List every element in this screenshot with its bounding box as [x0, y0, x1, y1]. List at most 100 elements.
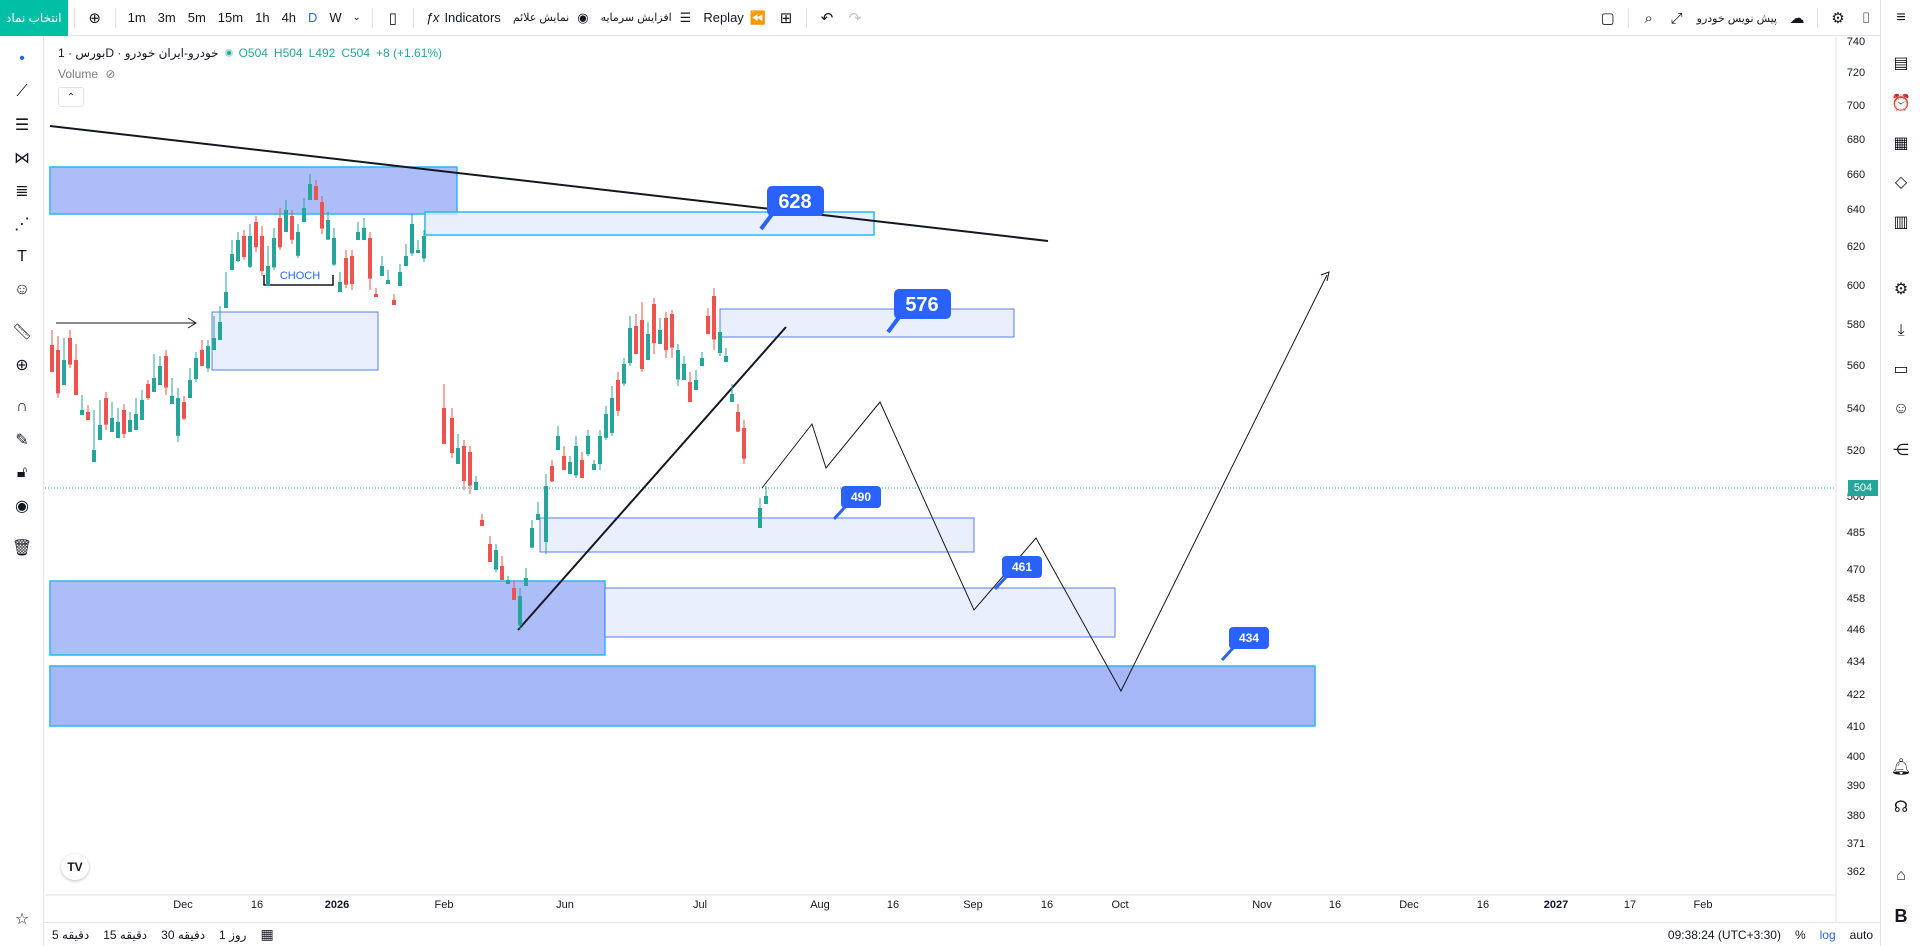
watchlist-icon[interactable]: ▤ [1893, 55, 1909, 72]
callout-434: 434 [1220, 627, 1269, 662]
emoji-icon[interactable]: ☺ [13, 281, 31, 298]
card-icon[interactable]: ▭ [1893, 361, 1909, 378]
share-icon[interactable]: ⋲ [1893, 442, 1909, 459]
headset-icon[interactable]: ☊ [1893, 799, 1909, 816]
candle-body [62, 360, 66, 385]
replay-label: Replay [703, 10, 744, 25]
trendline-icon[interactable]: ⟋ [16, 83, 28, 100]
candle-body [158, 366, 162, 385]
range-30m[interactable]: 30 دقیقه [161, 927, 206, 942]
notes-icon[interactable]: ▦ [1893, 135, 1909, 152]
bottom-toolbar-right: 09:38:24 (UTC+3:30) % log auto [1661, 923, 1880, 946]
capital-increase-button[interactable]: افزایش سرمایه ☰ [595, 0, 698, 36]
magnet-icon[interactable]: ∩ [16, 398, 28, 415]
auto-toggle[interactable]: auto [1849, 928, 1873, 942]
pencil-lock-icon[interactable]: ✎ [15, 432, 29, 449]
timeframe-d[interactable]: D [308, 10, 318, 25]
candle-body [562, 456, 566, 470]
cursor-dot-icon[interactable]: • [19, 50, 25, 67]
calendar-icon[interactable]: ▦ [260, 926, 274, 942]
lock-icon[interactable]: 🔓︎ [16, 464, 28, 481]
home-icon[interactable]: ⌂ [1896, 867, 1906, 884]
log-toggle[interactable]: log [1819, 928, 1836, 942]
chart-legend: بورس · 1D · خودرو-ایران خودرو O504 H504 … [58, 46, 442, 60]
star-icon[interactable]: ☆ [14, 911, 30, 928]
toolbar-divider [73, 7, 75, 28]
legend-change: +8 (+1.61%) [376, 46, 443, 60]
candle-body [706, 316, 710, 334]
timeframe-1m[interactable]: 1m [127, 10, 146, 25]
candle-body [320, 202, 324, 229]
range-5m[interactable]: 5 دقیقه [52, 927, 90, 942]
plus-circle-icon[interactable]: ⊕ [88, 9, 101, 27]
time-tick-label: 16 [1329, 899, 1341, 911]
legend-interval: 1D [58, 46, 115, 60]
toolbar-divider [114, 7, 116, 28]
tradingview-logo[interactable]: TV [61, 854, 89, 880]
clock-time[interactable]: 09:38:24 (UTC+3:30) [1667, 928, 1781, 942]
right-sidebar: ≡ ▤ ⏰ ▦ ◇ ▥ ⚙ ⤓ ▭ ☺ ⋲ 🔔︎ ☊ ⌂ B [1880, 0, 1920, 946]
volume-legend[interactable]: Volume ⊘ [58, 67, 115, 81]
candle-body [536, 514, 540, 520]
horizontal-lines-icon[interactable]: ☰ [14, 117, 30, 134]
redo-icon[interactable]: ↷ [848, 9, 862, 27]
brand-b-icon[interactable]: B [1894, 905, 1908, 926]
candle-body [224, 292, 228, 308]
collapse-legend-button[interactable]: ⌃ [58, 87, 84, 107]
download-icon[interactable]: ⤓ [1897, 322, 1905, 339]
settings-icon[interactable]: ⚙ [1831, 10, 1845, 27]
candle-body [442, 408, 446, 444]
percent-toggle[interactable]: % [1794, 928, 1806, 942]
candle-body [272, 238, 276, 268]
legend-symbol[interactable]: بورس · 1D · خودرو-ایران خودرو [58, 46, 219, 60]
ruler-icon[interactable]: 📏︎ [11, 324, 33, 341]
timeframe-w[interactable]: W [329, 10, 342, 25]
time-tick-label: 16 [1477, 899, 1489, 911]
candle-body [92, 450, 96, 462]
projection-icon[interactable]: ⋰ [14, 216, 30, 233]
cloud-save-icon[interactable]: ☁ [1789, 10, 1805, 27]
legend-open: O504 [238, 46, 268, 60]
layout-grid-icon[interactable]: ⊞ [779, 9, 793, 27]
fullscreen-icon[interactable]: ⤢ [1670, 9, 1683, 27]
square-layout-icon[interactable]: ▢ [1600, 10, 1615, 27]
layout-title[interactable]: پیش نویس خودرو [1696, 12, 1777, 25]
timeframe-15m[interactable]: 15m [217, 10, 244, 25]
undo-icon[interactable]: ↶ [820, 9, 834, 27]
alarm-clock-icon[interactable]: ⏰ [1891, 95, 1911, 112]
bell-icon[interactable]: 🔔︎ [1890, 759, 1912, 776]
eye-off-icon[interactable]: ⊘ [105, 67, 116, 81]
range-15m[interactable]: 15 دقیقه [103, 927, 148, 942]
zoom-in-icon[interactable]: ⊕ [15, 357, 29, 374]
timeframe-1h[interactable]: 1h [255, 10, 270, 25]
candle-body [50, 345, 54, 372]
trash-icon[interactable]: 🗑︎ [11, 540, 33, 557]
indicators-button[interactable]: ƒx Indicators [420, 0, 507, 36]
time-tick-label: Jul [693, 899, 707, 911]
news-icon[interactable]: ▥ [1893, 214, 1909, 231]
camera-icon[interactable]: ⌷ [1861, 9, 1871, 27]
menu-icon[interactable]: ≡ [1896, 9, 1906, 26]
quick-search-icon[interactable]: ⌕ [1644, 9, 1653, 27]
replay-button[interactable]: Replay ⏪ [697, 0, 772, 36]
candle-body [462, 446, 466, 481]
eye-icon[interactable]: ◉ [15, 498, 29, 515]
chevron-down-icon[interactable]: ⌄ [352, 12, 361, 23]
candle-style-icon[interactable]: ▯ [388, 9, 397, 27]
timeframe-3m[interactable]: 3m [157, 10, 176, 25]
symbol-search-button[interactable]: انتخاب نماد [0, 0, 68, 36]
show-markers-button[interactable]: نمایش علائم ◉ [507, 0, 595, 36]
timeframe-5m[interactable]: 5m [187, 10, 206, 25]
candle-body [544, 486, 548, 542]
user-icon[interactable]: ☺ [1892, 400, 1910, 417]
gear-icon[interactable]: ⚙ [1893, 281, 1909, 298]
text-icon[interactable]: T [17, 248, 27, 265]
pattern-icon[interactable]: ⋈ [14, 150, 30, 167]
time-tick-label: Jun [556, 899, 574, 911]
candle-body [122, 410, 126, 434]
timeframe-4h[interactable]: 4h [281, 10, 297, 25]
layers-icon[interactable]: ◇ [1894, 174, 1908, 191]
fib-icon[interactable]: ≣ [15, 183, 29, 200]
range-1d[interactable]: 1 روز [219, 927, 247, 942]
